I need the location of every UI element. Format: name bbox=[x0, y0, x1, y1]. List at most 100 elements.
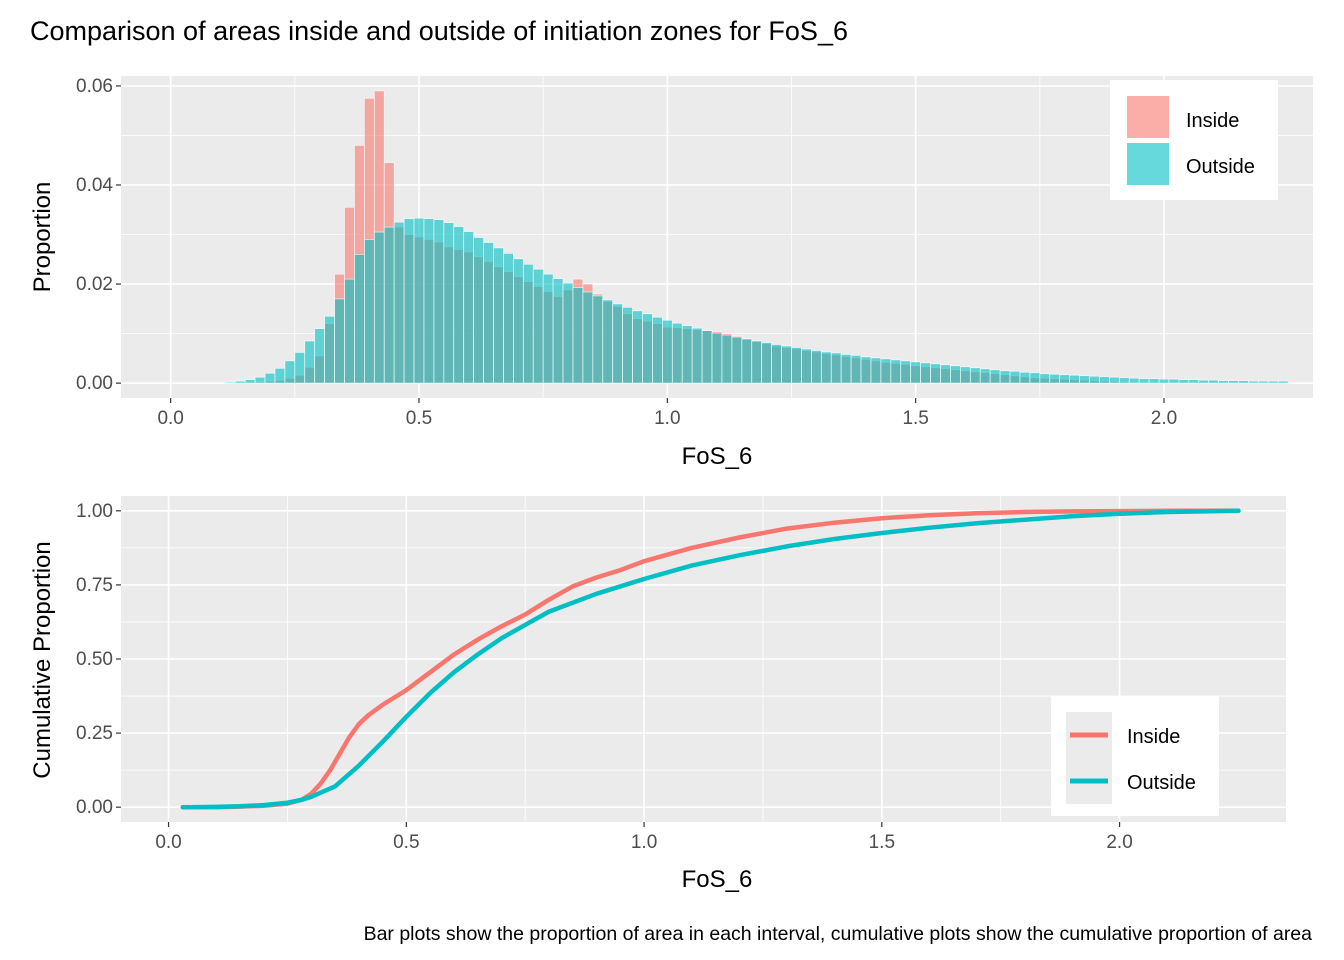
histogram-bar-outside bbox=[652, 316, 663, 384]
histogram-bar-outside bbox=[1099, 376, 1110, 384]
histogram-bar-outside bbox=[354, 253, 365, 384]
histogram-bar-outside bbox=[1238, 380, 1249, 384]
histogram-bar-outside bbox=[443, 222, 455, 384]
figure-caption: Bar plots show the proportion of area in… bbox=[364, 923, 1313, 945]
histogram-x-axis-label: FoS_6 bbox=[682, 443, 753, 470]
histogram-bar-outside bbox=[592, 295, 604, 384]
histogram-bar-outside bbox=[1019, 371, 1031, 384]
histogram-bar-outside bbox=[324, 315, 335, 384]
x-tick-label: 0.5 bbox=[406, 408, 432, 429]
histogram-bar-outside bbox=[344, 278, 355, 384]
histogram-legend-key-outside bbox=[1127, 143, 1169, 185]
histogram-bar-outside bbox=[1267, 380, 1279, 384]
histogram-bar-outside bbox=[1208, 379, 1219, 384]
cumulative-line-inside bbox=[180, 508, 1241, 810]
histogram-bar-outside bbox=[513, 258, 524, 384]
histogram-legend-label-inside: Inside bbox=[1186, 110, 1239, 132]
y-tick-label: 0.75 bbox=[76, 575, 113, 596]
histogram-bar-outside bbox=[960, 366, 971, 384]
histogram-bar-outside bbox=[1228, 380, 1239, 384]
histogram-bar-outside bbox=[751, 340, 763, 384]
histogram-bar-outside bbox=[1188, 379, 1200, 384]
histogram-bar-outside bbox=[1198, 379, 1210, 384]
histogram-bar-outside bbox=[662, 319, 673, 384]
cumulative-legend-label-outside: Outside bbox=[1127, 772, 1196, 794]
histogram-bar-outside bbox=[1049, 373, 1061, 384]
histogram-bar-outside bbox=[1158, 378, 1170, 384]
histogram-bar-outside bbox=[900, 360, 912, 384]
figure-title: Comparison of areas inside and outside o… bbox=[30, 16, 848, 46]
histogram-bar-outside bbox=[542, 273, 554, 384]
histogram-bar-outside bbox=[632, 310, 643, 384]
histogram-bars-outside bbox=[224, 217, 1289, 384]
y-tick-label: 0.25 bbox=[76, 723, 113, 744]
x-tick-label: 2.0 bbox=[1151, 408, 1177, 429]
histogram-bar-outside bbox=[880, 358, 892, 384]
histogram-bar-outside bbox=[999, 370, 1011, 384]
histogram-bar-outside bbox=[264, 372, 276, 384]
x-tick-label: 0.0 bbox=[155, 832, 181, 853]
histogram-bar-outside bbox=[314, 328, 325, 384]
histogram-bar-outside bbox=[1258, 380, 1269, 384]
histogram-bar-outside bbox=[890, 359, 902, 384]
histogram-bar-outside bbox=[1109, 376, 1120, 384]
y-tick-label: 0.50 bbox=[76, 649, 113, 670]
histogram-bar-outside bbox=[1277, 380, 1289, 384]
histogram-bar-outside bbox=[761, 342, 772, 384]
histogram-bar-outside bbox=[483, 242, 494, 384]
histogram-bar-outside bbox=[522, 263, 534, 384]
histogram-bar-outside bbox=[860, 356, 872, 384]
histogram-bar-outside bbox=[1178, 379, 1190, 384]
histogram-bar-outside bbox=[463, 231, 474, 384]
histogram-bar-outside bbox=[691, 327, 703, 384]
histogram-gridlines bbox=[121, 76, 1313, 398]
histogram-bar-outside bbox=[791, 347, 802, 384]
histogram-bar-outside bbox=[582, 291, 594, 384]
histogram-bar-outside bbox=[1128, 377, 1140, 384]
histogram-bar-outside bbox=[224, 381, 236, 384]
histogram-bar-outside bbox=[950, 365, 961, 384]
cumulative-x-ticks: 0.0 0.5 1.0 1.5 2.0 bbox=[155, 822, 1133, 853]
histogram-bar-outside bbox=[572, 287, 584, 384]
histogram-bar-outside bbox=[364, 239, 375, 384]
x-tick-label: 2.0 bbox=[1106, 832, 1132, 853]
histogram-bar-outside bbox=[373, 231, 385, 384]
y-tick-label: 0.02 bbox=[76, 274, 113, 295]
histogram-y-axis-label: Proportion bbox=[29, 182, 56, 293]
histogram-bar-outside bbox=[801, 348, 812, 384]
cumulative-line-outside bbox=[180, 508, 1241, 810]
histogram-bar-outside bbox=[274, 367, 286, 384]
histogram-bar-outside bbox=[294, 352, 306, 384]
histogram-bar-outside bbox=[602, 299, 614, 384]
histogram-bar-outside bbox=[711, 332, 723, 384]
histogram-bar-outside bbox=[1218, 380, 1229, 384]
histogram-bar-outside bbox=[612, 303, 623, 384]
histogram-bar-outside bbox=[741, 338, 753, 384]
y-tick-label: 0.04 bbox=[76, 175, 113, 196]
histogram-bar-outside bbox=[771, 344, 782, 384]
histogram-bar-outside bbox=[503, 252, 514, 384]
histogram-legend: Inside Outside bbox=[1110, 80, 1278, 200]
cumulative-y-ticks: 0.00 0.25 0.50 0.75 1.00 bbox=[76, 501, 121, 818]
histogram-bar-outside bbox=[979, 368, 991, 384]
histogram-bar-outside bbox=[284, 360, 296, 384]
histogram-bar-outside bbox=[681, 325, 693, 384]
histogram-bar-outside bbox=[811, 350, 822, 384]
cumulative-legend: Inside Outside bbox=[1051, 696, 1219, 816]
histogram-bar-outside bbox=[1118, 377, 1130, 384]
histogram-bar-outside bbox=[731, 336, 743, 384]
x-tick-label: 1.0 bbox=[631, 832, 657, 853]
histogram-bar-outside bbox=[920, 362, 931, 384]
histogram-bar-outside bbox=[423, 218, 435, 384]
histogram-x-ticks: 0.0 0.5 1.0 1.5 2.0 bbox=[157, 398, 1177, 429]
y-tick-label: 0.06 bbox=[76, 76, 113, 97]
histogram-y-ticks: 0.00 0.02 0.04 0.06 bbox=[76, 76, 121, 394]
histogram-bar-outside bbox=[473, 237, 484, 384]
histogram-bar-outside bbox=[254, 376, 266, 384]
histogram-bar-outside bbox=[781, 345, 792, 384]
histogram-bar-outside bbox=[552, 278, 564, 384]
histogram-bar-outside bbox=[1138, 378, 1150, 384]
histogram-bar-outside bbox=[1248, 380, 1259, 384]
histogram-bar-outside bbox=[969, 367, 981, 384]
histogram-bar-outside bbox=[850, 355, 862, 384]
